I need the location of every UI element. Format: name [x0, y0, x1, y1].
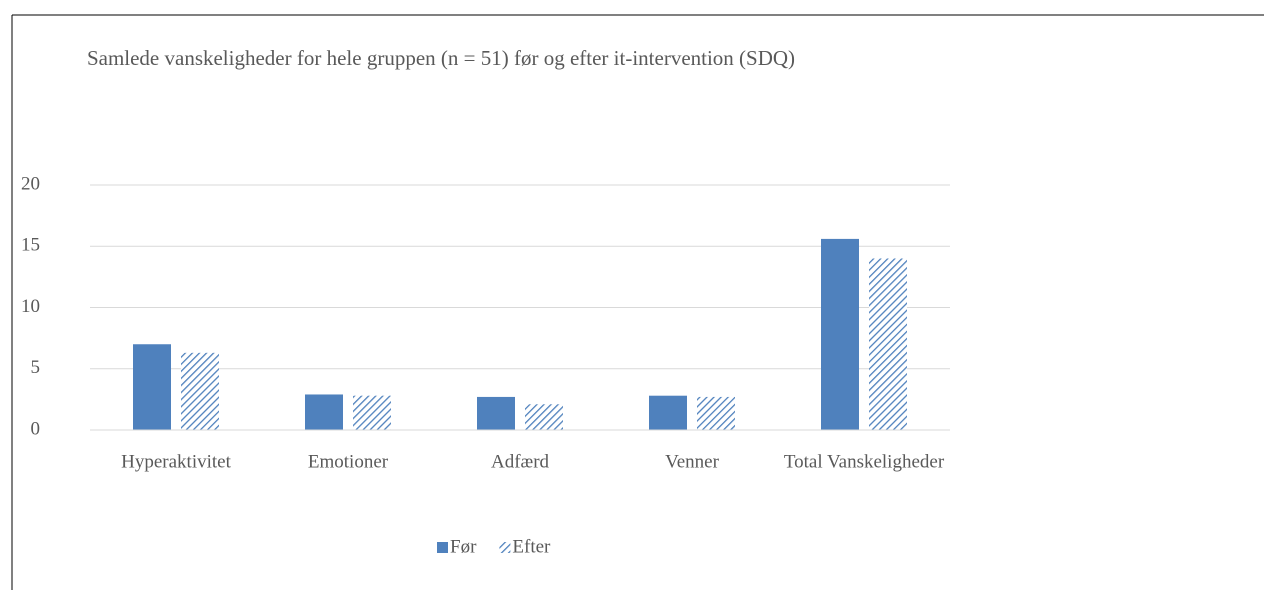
bar [697, 396, 735, 430]
bar [525, 404, 563, 430]
y-tick-label: 10 [21, 296, 40, 317]
bar [477, 396, 515, 430]
legend-label: Efter [512, 536, 551, 557]
bar [305, 394, 343, 430]
x-tick-label: Emotioner [308, 451, 389, 472]
y-tick-label: 20 [21, 173, 40, 194]
bar [353, 395, 391, 430]
bar [821, 238, 859, 430]
legend-label: Før [450, 536, 477, 557]
x-tick-label: Hyperaktivitet [121, 451, 231, 472]
bar [869, 258, 907, 430]
bar [649, 395, 687, 430]
y-tick-label: 0 [31, 418, 41, 439]
x-tick-label: Adfærd [491, 451, 550, 472]
legend-swatch [437, 542, 448, 553]
chart-title: Samlede vanskeligheder for hele gruppen … [86, 46, 796, 70]
bar [133, 344, 171, 430]
bar [181, 352, 219, 430]
x-tick-label: Venner [665, 451, 719, 472]
y-tick-label: 5 [31, 357, 41, 378]
x-tick-label: Total Vanskeligheder [784, 451, 945, 472]
y-tick-label: 15 [21, 235, 40, 256]
legend-swatch [499, 542, 511, 553]
